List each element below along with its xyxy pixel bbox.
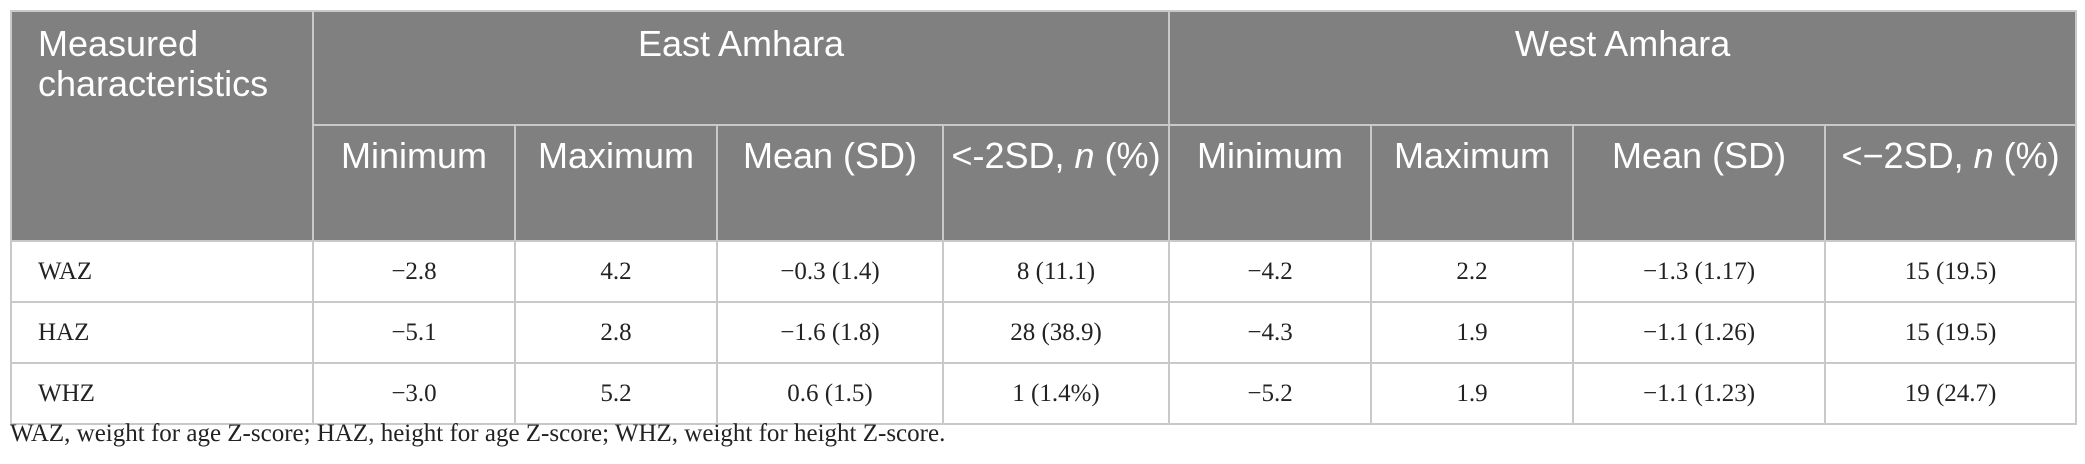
- subheader-east-minimum: Minimum: [312, 124, 516, 242]
- table-cell: −5.1: [312, 301, 516, 364]
- table-cell: 15 (19.5): [1824, 301, 2078, 364]
- table-cell: 19 (24.7): [1824, 362, 2078, 425]
- table-cell: 0.6 (1.5): [716, 362, 944, 425]
- table-cell: 1 (1.4%): [941, 362, 1171, 425]
- subheader-row: Minimum Maximum Mean (SD) <-2SD, n (%) M…: [11, 124, 2078, 242]
- table-cell: 5.2: [514, 362, 718, 425]
- table-row: WHZ −3.0 5.2 0.6 (1.5) 1 (1.4%) −5.2 1.9…: [10, 362, 2078, 425]
- subheader-west-mean-sd: Mean (SD): [1572, 124, 1827, 242]
- subheader-east-maximum: Maximum: [514, 124, 718, 242]
- subheader-west-maximum: Maximum: [1370, 124, 1575, 242]
- table-cell: −1.3 (1.17): [1572, 240, 1827, 303]
- table-cell: 4.2: [514, 240, 718, 303]
- row-label: WHZ: [10, 362, 314, 425]
- table-cell: −4.2: [1168, 240, 1373, 303]
- table-cell: 2.2: [1370, 240, 1575, 303]
- table-cell: −1.6 (1.8): [716, 301, 944, 364]
- z-score-table: Measured characteristics East Amhara Wes…: [10, 10, 2078, 425]
- table-cell: 28 (38.9): [941, 301, 1171, 364]
- table-cell: −5.2: [1168, 362, 1373, 425]
- table-footnote: WAZ, weight for age Z-score; HAZ, height…: [10, 420, 946, 447]
- subheader-east-below-2sd: <-2SD, n (%): [941, 124, 1171, 242]
- table-cell: 1.9: [1370, 301, 1575, 364]
- table-cell: 1.9: [1370, 362, 1575, 425]
- table-row: WAZ −2.8 4.2 −0.3 (1.4) 8 (11.1) −4.2 2.…: [10, 240, 2078, 303]
- subheader-west-below-2sd: <−2SD, n (%): [1824, 124, 2078, 242]
- table-row: HAZ −5.1 2.8 −1.6 (1.8) 28 (38.9) −4.3 1…: [10, 301, 2078, 364]
- group-header-row: Measured characteristics East Amhara Wes…: [10, 10, 2078, 242]
- subheader-east-mean-sd: Mean (SD): [716, 124, 944, 242]
- table-cell: −1.1 (1.26): [1572, 301, 1827, 364]
- row-label: HAZ: [10, 301, 314, 364]
- group-header-west-amhara: West Amhara: [1168, 10, 2078, 126]
- results-table-wrapper: Measured characteristics East Amhara Wes…: [10, 10, 2078, 425]
- table-cell: −2.8: [312, 240, 516, 303]
- row-label: WAZ: [10, 240, 314, 303]
- group-header-east-amhara: East Amhara: [311, 10, 1171, 126]
- table-cell: −1.1 (1.23): [1572, 362, 1827, 425]
- table-cell: 2.8: [514, 301, 718, 364]
- table-cell: 8 (11.1): [941, 240, 1171, 303]
- table-cell: −3.0: [312, 362, 516, 425]
- table-cell: 15 (19.5): [1824, 240, 2078, 303]
- subheader-west-minimum: Minimum: [1168, 124, 1373, 242]
- table-cell: −0.3 (1.4): [716, 240, 944, 303]
- table-cell: −4.3: [1168, 301, 1373, 364]
- corner-header: Measured characteristics: [10, 10, 314, 242]
